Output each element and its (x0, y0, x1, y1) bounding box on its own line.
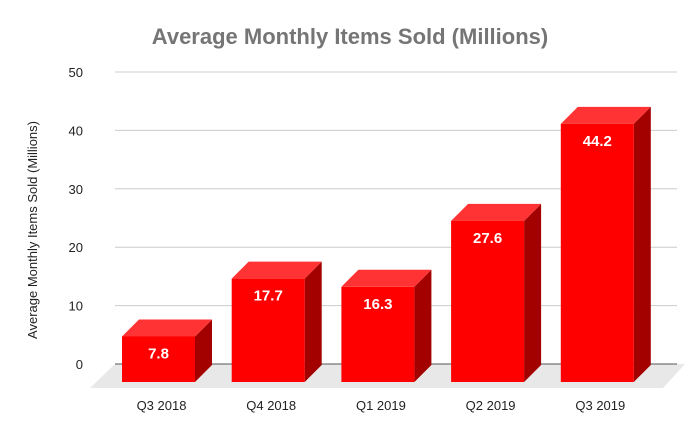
bar: 27.6 (451, 203, 542, 382)
bar-side (414, 269, 432, 382)
x-tick-label: Q4 2018 (246, 398, 296, 413)
x-tick-label: Q3 2019 (575, 398, 625, 413)
bar-front (451, 220, 525, 382)
chart-title: Average Monthly Items Sold (Millions) (152, 24, 548, 49)
bar-side (524, 203, 542, 382)
bar-front (341, 286, 415, 382)
data-label: 27.6 (473, 230, 502, 247)
bar-side (195, 319, 212, 382)
bar-top (122, 319, 212, 337)
bar-top (341, 269, 432, 287)
bar-top (560, 106, 651, 124)
y-tick-label: 10 (69, 299, 83, 314)
data-label: 17.7 (254, 288, 283, 305)
y-tick-label: 30 (69, 182, 83, 197)
x-tick-label: Q2 2019 (466, 398, 516, 413)
x-tick-label: Q1 2019 (356, 398, 406, 413)
data-label: 16.3 (363, 296, 392, 313)
y-tick-label: 0 (76, 357, 83, 372)
bar: 16.3 (341, 269, 432, 382)
y-axis-label: Average Monthly Items Sold (Millions) (25, 121, 40, 339)
y-tick-label: 20 (69, 240, 83, 255)
bar-top (231, 261, 322, 279)
bar-top (451, 203, 542, 221)
bar-side (633, 106, 651, 382)
data-label: 7.8 (148, 345, 169, 362)
y-tick-label: 50 (69, 65, 83, 80)
bar-side (304, 261, 322, 382)
bar-front (122, 336, 195, 382)
bar: 7.8 (122, 319, 212, 382)
bar-front (560, 123, 634, 382)
x-tick-label: Q3 2018 (137, 398, 187, 413)
bar-front (231, 278, 305, 382)
data-label: 44.2 (583, 133, 612, 150)
bar: 44.2 (560, 106, 651, 382)
bar: 17.7 (231, 261, 322, 382)
y-tick-label: 40 (69, 123, 83, 138)
